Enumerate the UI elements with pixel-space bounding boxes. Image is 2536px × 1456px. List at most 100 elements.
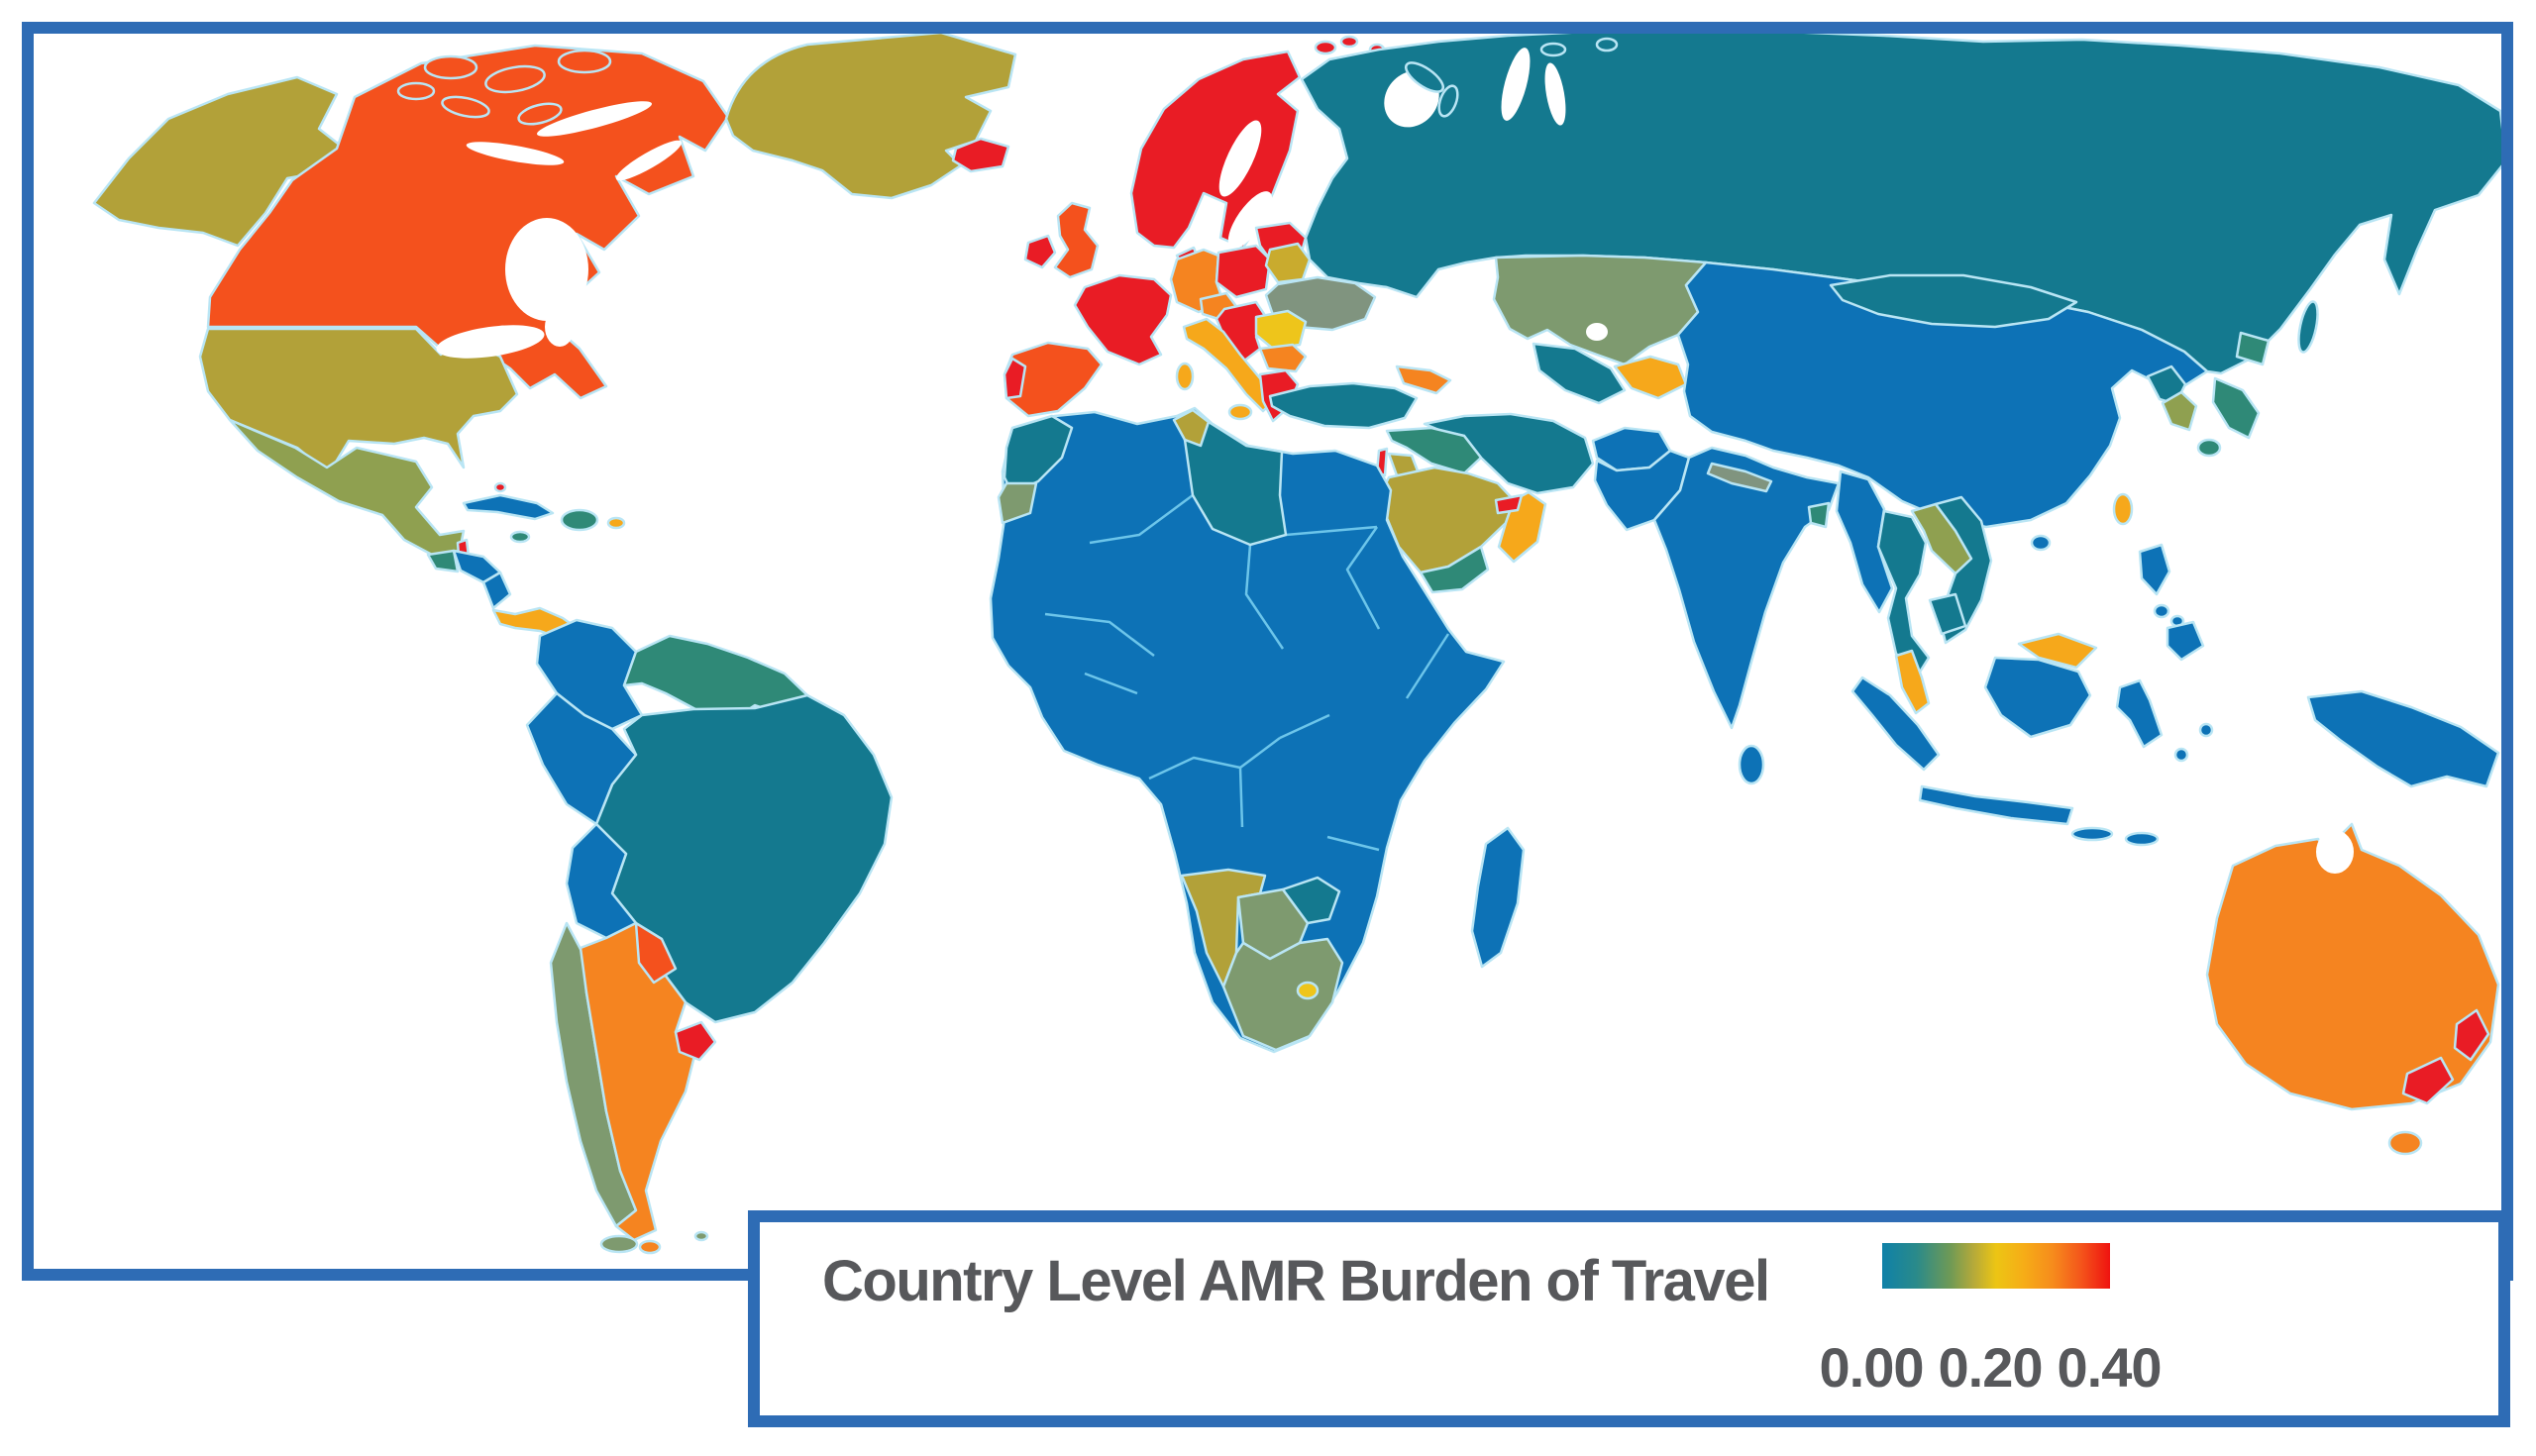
aral-sea [1586,323,1608,341]
country-caucasus [1395,364,1452,395]
country-cambodia [1928,592,1967,636]
country-turkey [1268,381,1419,430]
country-uruguay [674,1020,717,1062]
country-indonesia [2173,747,2189,763]
country-namibia [1180,868,1267,988]
country-canada-arctic-island [423,54,478,80]
country-severnaya-zemlya [1595,37,1619,52]
country-mongolia [1829,273,2078,329]
country-nicaragua [481,571,512,610]
hudson-bay [505,218,588,321]
country-new-zealand [2401,1056,2455,1105]
country-indonesia [1850,676,1941,772]
country-indonesia [2070,826,2114,842]
legend-tick-mid: 0.20 [1938,1336,2044,1399]
arctic-channel-3 [615,140,683,181]
country-romania [1254,309,1308,351]
country-sakhalin [2297,300,2319,354]
map-frame [22,22,2513,1281]
country-bulgaria [1258,343,1308,373]
country-bangladesh [1807,501,1831,529]
country-indonesia [2124,831,2160,847]
country-guatemala [426,549,460,573]
legend-title: Country Level AMR Burden of Travel [822,1249,1770,1313]
country-novaya-zemlya [1437,84,1459,118]
country-ireland [1023,234,1057,269]
country-paraguay [634,921,678,985]
country-indonesia [1918,784,2074,826]
country-tierra-del-fuego [599,1234,639,1254]
ob-gulf-2 [1544,62,1566,126]
great-lakes [436,325,545,359]
country-tasmania [2387,1130,2423,1156]
country-sicily [1227,403,1253,421]
country-myanmar [1835,469,1894,614]
ob-gulf-1 [1501,48,1531,121]
country-mexico [228,418,466,557]
country-papua-new-guinea [2306,689,2500,788]
caspian-sea [1432,330,1484,433]
country-nepal [1706,462,1773,493]
country-severnaya-zemlya [1539,42,1567,57]
country-turkmenistan-tajikistan [1532,342,1627,405]
country-hainan [2030,534,2052,552]
country-france [1073,273,1173,366]
gulf-of-bothnia [1218,120,1262,197]
legend-tick-max: 0.40 [2057,1336,2163,1399]
country-portugal [1003,357,1027,400]
country-india [1652,446,1841,730]
country-canada-arctic-island [396,81,436,101]
country-new-zealand [2453,1008,2490,1062]
country-libya [1183,420,1288,547]
country-philippines [2166,620,2205,662]
country-lesotho [1296,981,1320,1000]
country-puerto-rico [606,516,626,530]
country-svalbard [1314,40,1337,55]
country-svalbard [1339,35,1359,49]
africa-internal-borders [1044,493,1450,852]
country-tierra-del-fuego [638,1239,662,1255]
country-russia [1300,28,2508,375]
arctic-channel-2 [466,142,565,165]
country-western-sahara [997,481,1038,525]
james-bay [545,307,575,347]
arctic-channel-1 [536,101,653,137]
country-uae [1494,493,1524,515]
country-philippines [2153,603,2170,619]
country-iceland [951,137,1010,173]
legend-box: Country Level AMR Burden of Travel 0.00 … [748,1210,2510,1427]
country-yemen [1419,545,1490,594]
country-japan [2211,376,2261,440]
country-great-britain [1053,201,1100,279]
legend-tick-labels: 0.00 0.20 0.40 [1812,1335,2168,1400]
country-canada-arctic-island [484,64,546,94]
legend-tick-min: 0.00 [1819,1336,1925,1399]
country-japan [2196,438,2222,458]
country-south-africa [1221,937,1344,1052]
country-philippines [2138,543,2171,596]
country-malaysia [1894,649,1931,715]
country-japan [2235,331,2271,366]
country-south-korea [2161,390,2198,432]
country-thailand [1876,509,1931,676]
gulf-of-carpentaria [2316,830,2354,874]
country-peru [525,691,638,826]
country-indonesia [2115,678,2164,749]
country-taiwan [2112,492,2134,526]
country-sardinia [1175,362,1195,391]
country-malaysia [2017,632,2098,670]
country-cuba [462,493,555,521]
country-bahamas [493,481,507,493]
country-hispaniola [560,508,599,532]
country-canada-arctic-island [557,49,612,74]
country-zimbabwe [1281,876,1341,925]
country-morocco [1003,414,1074,495]
country-jamaica [509,530,531,544]
country-poland [1215,244,1272,299]
country-madagascar [1470,826,1526,969]
country-falklands [693,1230,709,1242]
country-indonesia [2198,722,2214,738]
country-sri-lanka [1738,744,1765,785]
